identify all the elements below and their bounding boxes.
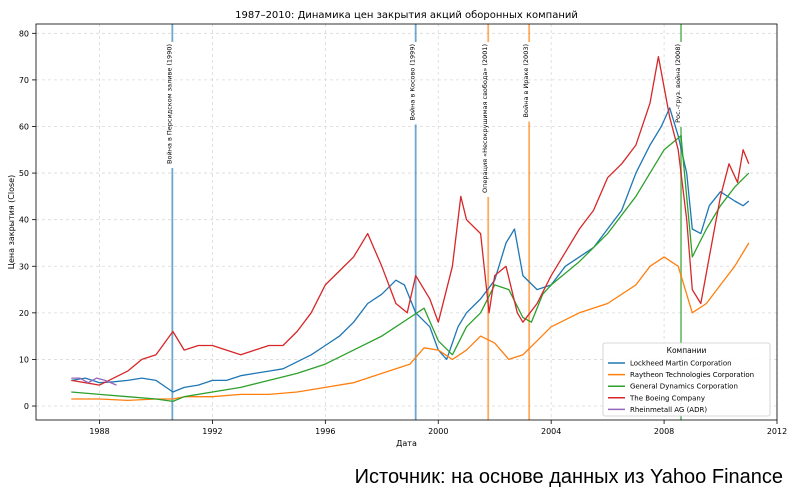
legend-entry: Raytheon Technologies Corporation — [630, 371, 754, 379]
event-label: Война в Персидском заливе (1990) — [165, 44, 173, 164]
x-tick-label: 2008 — [654, 427, 674, 436]
y-tick-label: 50 — [19, 169, 29, 178]
y-tick-label: 10 — [19, 355, 29, 364]
axes-frame — [35, 23, 778, 421]
y-tick-label: 80 — [19, 29, 29, 38]
y-tick-label: 60 — [19, 122, 29, 131]
x-tick-label: 2000 — [428, 427, 448, 436]
chart: 1988 1992 1996 2000 2004 2008 2012 0 10 20 30 40 50 6… — [7, 10, 787, 448]
series-line — [71, 242, 750, 402]
legend: Компании Lockheed Martin Corporation Rayth… — [602, 342, 771, 417]
source-caption: Источник: на основе данных из Yahoo Fina… — [354, 466, 783, 488]
legend-box — [602, 342, 771, 417]
x-tick-label: 1996 — [315, 427, 335, 436]
series-line — [71, 377, 117, 386]
legend-title: Компании — [667, 346, 707, 355]
x-tick-label: 1988 — [89, 427, 109, 436]
y-tick-label: 40 — [19, 216, 29, 225]
legend-entry: Lockheed Martin Corporation — [630, 360, 732, 368]
legend-entry: General Dynamics Corporation — [630, 383, 738, 391]
x-axis-label: Дата — [396, 439, 417, 448]
y-tick-label: 30 — [19, 262, 29, 271]
legend-entry: Rheinmetall AG (ADR) — [630, 406, 707, 414]
series-line — [71, 55, 750, 386]
chart-title: 1987–2010: Динамика цен закрытия акций о… — [235, 10, 578, 21]
x-tick-label: 2012 — [767, 427, 787, 436]
y-tick-label: 20 — [19, 309, 29, 318]
legend-entry: The Boeing Company — [629, 394, 705, 402]
event-label: Рос.-груз. война (2008) — [674, 44, 682, 123]
event-label: Война в Косово (1999) — [409, 44, 417, 121]
x-tick-label: 1992 — [202, 427, 222, 436]
y-axis-label: Цена закрытия (Close) — [7, 175, 16, 269]
x-tick-label: 2004 — [541, 427, 561, 436]
series-line — [71, 135, 750, 403]
event-label: Война в Ираке (2003) — [522, 44, 530, 117]
event-label: Операция «Несокрушимая свобода» (2001) — [481, 44, 489, 193]
series-lines — [71, 55, 750, 403]
y-tick-label: 0 — [24, 402, 29, 411]
y-tick-label: 70 — [19, 76, 29, 85]
